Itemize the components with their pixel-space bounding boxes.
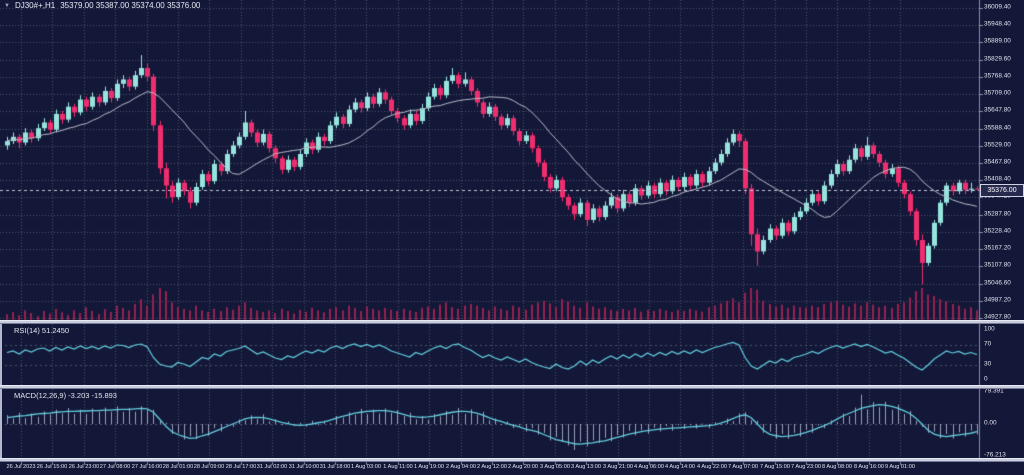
current-price-badge: 35376.00 (980, 184, 1024, 197)
rsi-indicator-label: RSI(14) 51.2450 (14, 326, 70, 335)
symbol-dropdown-icon[interactable]: ▼ (4, 2, 10, 9)
panel-separator[interactable] (0, 458, 1024, 462)
panel-separator[interactable] (0, 385, 1024, 389)
macd-indicator-label: MACD(12,26,9) -3.203 -15.893 (14, 391, 117, 400)
macd-pane-left-edge (0, 389, 2, 458)
ohlc-values: 35379.00 35387.00 35374.00 35376.00 (60, 1, 201, 10)
panel-separator[interactable] (0, 320, 1024, 324)
chart-title: ▼ DJ30#+,H1 35379.00 35387.00 35374.00 3… (4, 1, 200, 10)
symbol-name: DJ30#+,H1 (14, 1, 56, 10)
rsi-pane-left-edge (0, 324, 2, 385)
